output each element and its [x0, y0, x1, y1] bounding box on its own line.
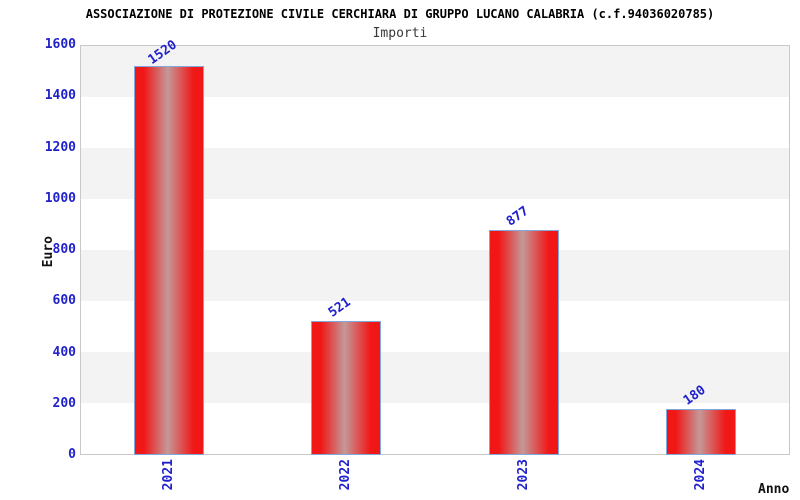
- y-tick-label: 1200: [44, 139, 76, 155]
- y-tick-label: 800: [52, 242, 76, 257]
- bar: [311, 321, 382, 455]
- y-tick-label: 0: [68, 447, 76, 462]
- y-tick-label: 600: [52, 293, 76, 309]
- x-tick-label: 2021: [160, 459, 176, 491]
- x-tick-label: 2024: [693, 459, 709, 491]
- x-tick-label: 2023: [515, 459, 531, 491]
- chart-title: ASSOCIAZIONE DI PROTEZIONE CIVILE CERCHI…: [85, 7, 715, 21]
- y-tick-label: 200: [52, 395, 76, 411]
- y-tick-label: 400: [52, 344, 76, 360]
- x-axis-label: Anno: [758, 482, 790, 497]
- x-tick-label: 2022: [338, 459, 354, 491]
- y-tick-label: 1000: [44, 190, 76, 206]
- bar: [488, 230, 559, 455]
- y-tick-label: 1600: [44, 37, 76, 52]
- y-tick-label: 1400: [44, 88, 76, 104]
- bar: [666, 408, 737, 455]
- chart-subtitle: Importi: [372, 26, 428, 41]
- bar: [133, 65, 204, 455]
